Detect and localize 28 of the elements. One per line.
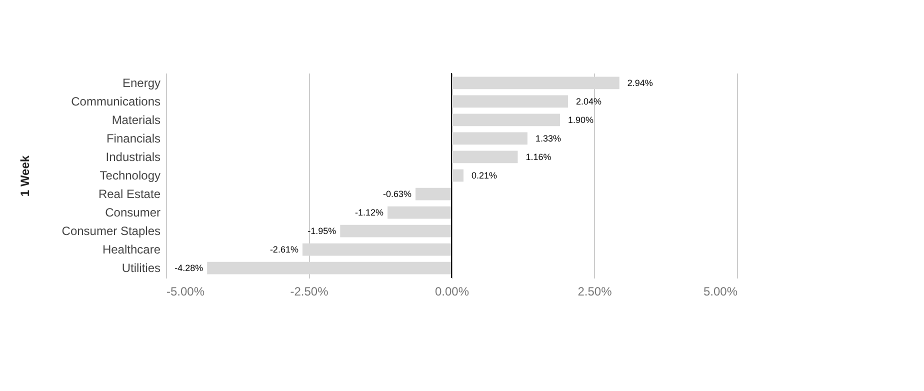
data-label: -2.61%	[270, 244, 298, 255]
data-label: 1.33%	[535, 133, 561, 144]
y-tick-label: Consumer Staples	[62, 224, 160, 238]
data-label: 1.90%	[568, 114, 594, 125]
data-label: -1.12%	[355, 208, 384, 218]
data-label: -1.95%	[308, 226, 336, 236]
data-label: 2.94%	[627, 78, 653, 88]
y-tick-label: Materials	[112, 112, 160, 127]
data-label: 2.04%	[576, 96, 602, 106]
data-label: 1.16%	[526, 152, 552, 162]
y-tick-label: Financials	[106, 131, 160, 146]
y-tick-label: Industrials	[106, 150, 160, 164]
x-tick-label: 2.50%	[578, 284, 612, 298]
y-tick-label: Technology	[100, 168, 160, 182]
x-tick-label: -2.50%	[290, 284, 329, 298]
y-axis-title: 1 Week	[18, 155, 32, 197]
y-tick-label: Consumer	[105, 206, 160, 220]
x-tick-label: 5.00%	[703, 284, 738, 298]
data-label: 0.21%	[471, 170, 498, 180]
data-label: -4.28%	[174, 263, 204, 274]
y-tick-label: Energy	[122, 76, 160, 90]
data-label: -0.63%	[382, 189, 412, 200]
y-tick-label: Real Estate	[98, 187, 161, 202]
y-tick-label: Utilities	[122, 261, 160, 276]
y-tick-label: Healthcare	[102, 242, 161, 257]
x-tick-label: 0.00%	[434, 284, 470, 298]
x-tick-label: -5.00%	[166, 284, 205, 298]
y-tick-label: Communications	[71, 94, 160, 108]
